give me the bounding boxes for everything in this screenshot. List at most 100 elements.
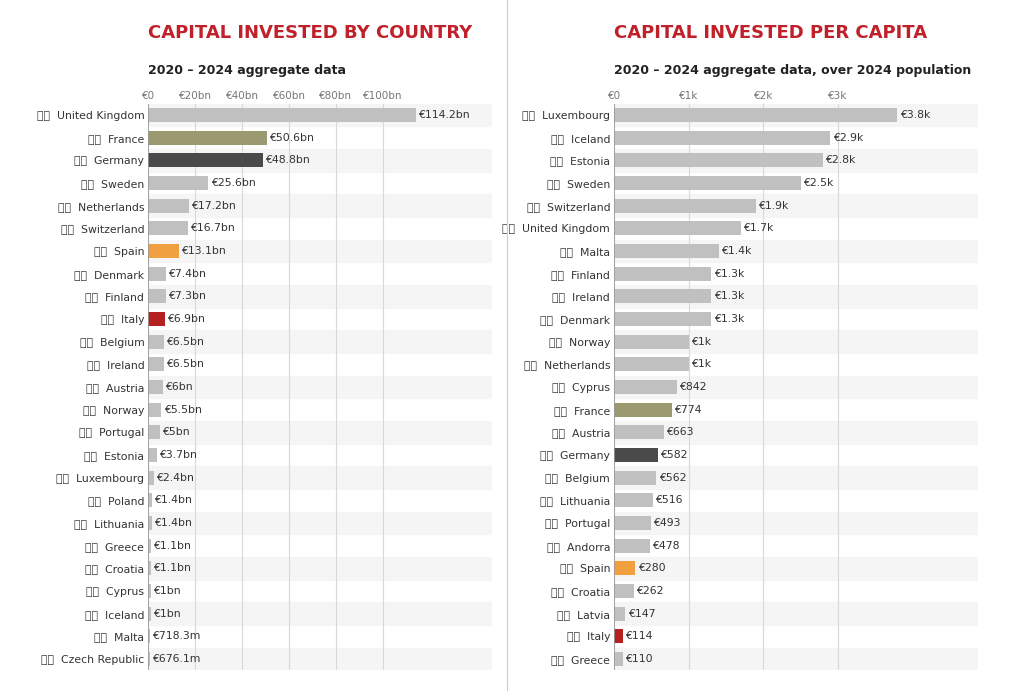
Text: €6bn: €6bn [165,382,193,392]
Bar [148,198,188,213]
Bar [614,652,623,666]
Bar [614,149,978,171]
Bar [614,603,978,625]
Text: €114: €114 [626,632,652,641]
Bar [614,538,650,553]
Bar [614,376,978,398]
Bar [148,516,152,530]
Text: €1.1bn: €1.1bn [154,540,191,551]
Bar [148,176,209,190]
Bar [148,221,187,236]
Bar [148,267,166,281]
Text: €1.1bn: €1.1bn [154,563,191,574]
Bar [148,607,151,621]
Bar [614,421,978,444]
Text: €1k: €1k [691,359,712,369]
Text: €6.5bn: €6.5bn [166,337,204,347]
Text: €1.4bn: €1.4bn [154,495,191,505]
Bar [614,630,623,643]
Bar [148,538,152,553]
Text: €48.8bn: €48.8bn [265,155,310,165]
Bar [148,603,492,625]
Bar [148,153,263,167]
Text: €13.1bn: €13.1bn [181,246,226,256]
Bar [148,357,164,371]
Bar [614,425,664,439]
Text: €516: €516 [655,495,683,505]
Bar [614,607,626,621]
Bar [614,511,978,534]
Text: €16.7bn: €16.7bn [189,223,234,234]
Bar [614,493,653,507]
Text: €1.7k: €1.7k [743,223,774,234]
Text: €5bn: €5bn [163,427,190,437]
Text: €1bn: €1bn [153,586,180,596]
Text: €7.3bn: €7.3bn [168,292,206,301]
Bar [148,471,154,484]
Text: €774: €774 [675,405,701,415]
Text: €114.2bn: €114.2bn [419,110,470,120]
Text: 2020 – 2024 aggregate data, over 2024 population: 2020 – 2024 aggregate data, over 2024 po… [614,64,972,77]
Bar [614,312,712,326]
Bar [614,380,677,394]
Text: €6.9bn: €6.9bn [167,314,205,324]
Text: €7.4bn: €7.4bn [168,269,206,278]
Text: €582: €582 [660,450,688,460]
Bar [148,466,492,489]
Text: €663: €663 [667,427,693,437]
Bar [614,290,712,303]
Bar [148,584,151,598]
Bar [148,376,492,398]
Text: 2020 – 2024 aggregate data: 2020 – 2024 aggregate data [148,64,346,77]
Text: €50.6bn: €50.6bn [269,133,314,142]
Bar [614,557,978,580]
Bar [614,153,823,167]
Text: €1.3k: €1.3k [714,314,744,324]
Bar [148,421,492,444]
Bar [614,466,978,489]
Bar [148,425,160,439]
Bar [614,584,634,598]
Bar [614,198,756,213]
Bar [148,240,492,263]
Bar [614,561,635,576]
Text: €676.1m: €676.1m [153,654,201,664]
Bar [148,104,492,126]
Bar [614,647,978,670]
Bar [614,471,656,484]
Text: €2.8k: €2.8k [825,155,856,165]
Bar [148,285,492,307]
Bar [148,290,166,303]
Text: €562: €562 [658,473,686,482]
Bar [614,244,719,258]
Bar [148,403,162,417]
Bar [614,357,689,371]
Text: €1bn: €1bn [153,609,180,618]
Text: €110: €110 [625,654,652,664]
Bar [148,557,492,580]
Bar [148,334,164,349]
Bar [148,131,267,144]
Bar [614,448,657,462]
Bar [614,334,689,349]
Bar [148,448,157,462]
Bar [614,104,978,126]
Bar [148,108,416,122]
Bar [614,194,978,217]
Text: €1.9k: €1.9k [759,200,788,211]
Text: €478: €478 [652,540,680,551]
Bar [614,176,801,190]
Text: €718.3m: €718.3m [153,632,201,641]
Text: €280: €280 [638,563,666,574]
Text: €1.3k: €1.3k [714,269,744,278]
Text: €3.8k: €3.8k [900,110,930,120]
Text: €5.5bn: €5.5bn [164,405,202,415]
Bar [614,285,978,307]
Text: €2.4bn: €2.4bn [157,473,195,482]
Text: €2.9k: €2.9k [833,133,863,142]
Text: €1k: €1k [691,337,712,347]
Bar [614,221,741,236]
Text: CAPITAL INVESTED BY COUNTRY: CAPITAL INVESTED BY COUNTRY [148,24,473,42]
Bar [148,493,152,507]
Bar [148,652,151,666]
